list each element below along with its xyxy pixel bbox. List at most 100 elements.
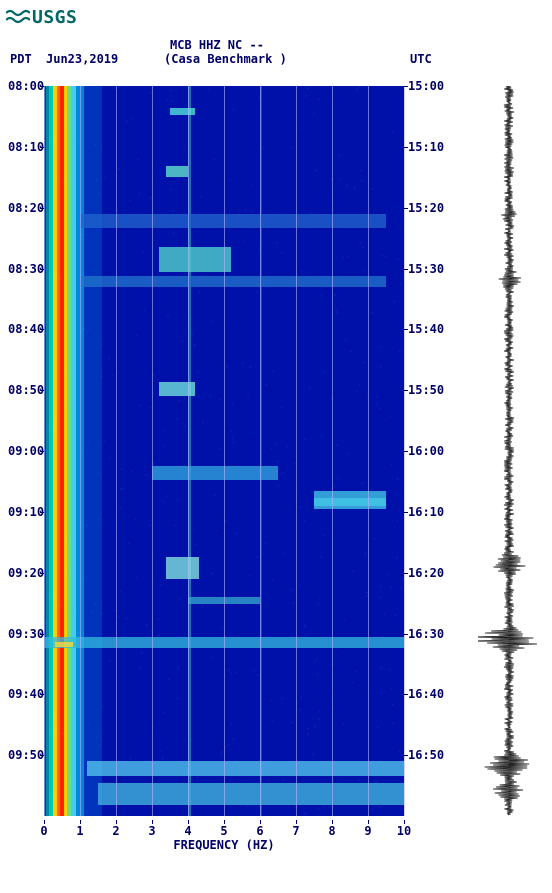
x-tick: 4 [184,824,191,838]
tick-mark [404,820,405,824]
waveform-trace [478,86,540,816]
gridline [224,86,225,816]
spectro-event [159,382,195,397]
y-tick-right: 15:00 [408,79,444,93]
y-tick-left: 08:20 [8,201,42,215]
tick-mark [404,86,408,87]
tick-mark [40,451,44,452]
tick-mark [404,390,408,391]
tick-mark [404,512,408,513]
gridline [332,86,333,816]
tick-mark [40,208,44,209]
tick-mark [40,755,44,756]
x-tick: 0 [40,824,47,838]
gridline [152,86,153,816]
y-tick-left: 08:10 [8,140,42,154]
tick-mark [44,820,45,824]
y-tick-left: 09:40 [8,687,42,701]
spectro-event [80,276,386,287]
tick-mark [404,755,408,756]
spectro-event [80,214,386,229]
y-tick-right: 16:00 [408,444,444,458]
wave-icon [6,7,30,27]
x-tick: 9 [364,824,371,838]
tick-mark [40,390,44,391]
y-tick-left: 08:40 [8,322,42,336]
spectro-event [166,166,188,177]
tick-mark [40,329,44,330]
tick-mark [404,329,408,330]
tick-mark [40,694,44,695]
gridline [188,86,189,816]
spectro-event [98,783,404,805]
tick-mark [404,269,408,270]
tick-mark [404,147,408,148]
tick-mark [404,694,408,695]
tick-mark [40,147,44,148]
y-tick-left: 09:50 [8,748,42,762]
station-name: (Casa Benchmark ) [164,52,287,66]
x-tick: 1 [76,824,83,838]
y-tick-right: 15:20 [408,201,444,215]
y-tick-right: 15:30 [408,262,444,276]
y-tick-left: 08:00 [8,79,42,93]
y-tick-right: 16:10 [408,505,444,519]
plot-date: Jun23,2019 [46,52,118,66]
y-tick-left: 09:20 [8,566,42,580]
tick-mark [152,820,153,824]
tick-mark [40,573,44,574]
tick-mark [40,269,44,270]
tick-mark [224,820,225,824]
x-tick: 8 [328,824,335,838]
tick-mark [116,820,117,824]
right-timezone: UTC [410,52,432,66]
y-tick-left: 08:50 [8,383,42,397]
tick-mark [40,512,44,513]
spectrogram-plot [44,86,404,816]
left-timezone: PDT [10,52,32,66]
gridline [368,86,369,816]
y-tick-right: 16:30 [408,627,444,641]
spectro-event [159,247,231,273]
waveform-path [478,86,537,815]
x-tick: 5 [220,824,227,838]
y-tick-left: 09:00 [8,444,42,458]
x-tick: 10 [397,824,411,838]
gridline [80,86,81,816]
spectro-event [314,498,386,509]
y-tick-left: 09:30 [8,627,42,641]
y-tick-right: 16:50 [408,748,444,762]
gridline [44,86,45,816]
spectro-event [166,557,198,579]
tick-mark [404,208,408,209]
spectro-event [170,108,195,115]
x-tick: 7 [292,824,299,838]
tick-mark [404,573,408,574]
x-axis: 012345678910 FREQUENCY (HZ) [44,820,404,860]
y-tick-left: 09:10 [8,505,42,519]
y-tick-right: 15:50 [408,383,444,397]
logo-text: USGS [32,7,77,28]
y-tick-left: 08:30 [8,262,42,276]
tick-mark [296,820,297,824]
tick-mark [332,820,333,824]
gridline [116,86,117,816]
spectro-event [87,761,404,776]
tick-mark [368,820,369,824]
x-axis-label: FREQUENCY (HZ) [173,838,274,852]
tick-mark [188,820,189,824]
x-tick: 3 [148,824,155,838]
tick-mark [404,634,408,635]
usgs-logo: USGS [6,6,77,28]
tick-mark [260,820,261,824]
tick-mark [40,86,44,87]
gridline [296,86,297,816]
gridline [260,86,261,816]
y-tick-right: 16:20 [408,566,444,580]
tick-mark [40,634,44,635]
tick-mark [404,451,408,452]
x-tick: 2 [112,824,119,838]
spectro-event [55,642,73,646]
y-tick-right: 15:40 [408,322,444,336]
x-tick: 6 [256,824,263,838]
